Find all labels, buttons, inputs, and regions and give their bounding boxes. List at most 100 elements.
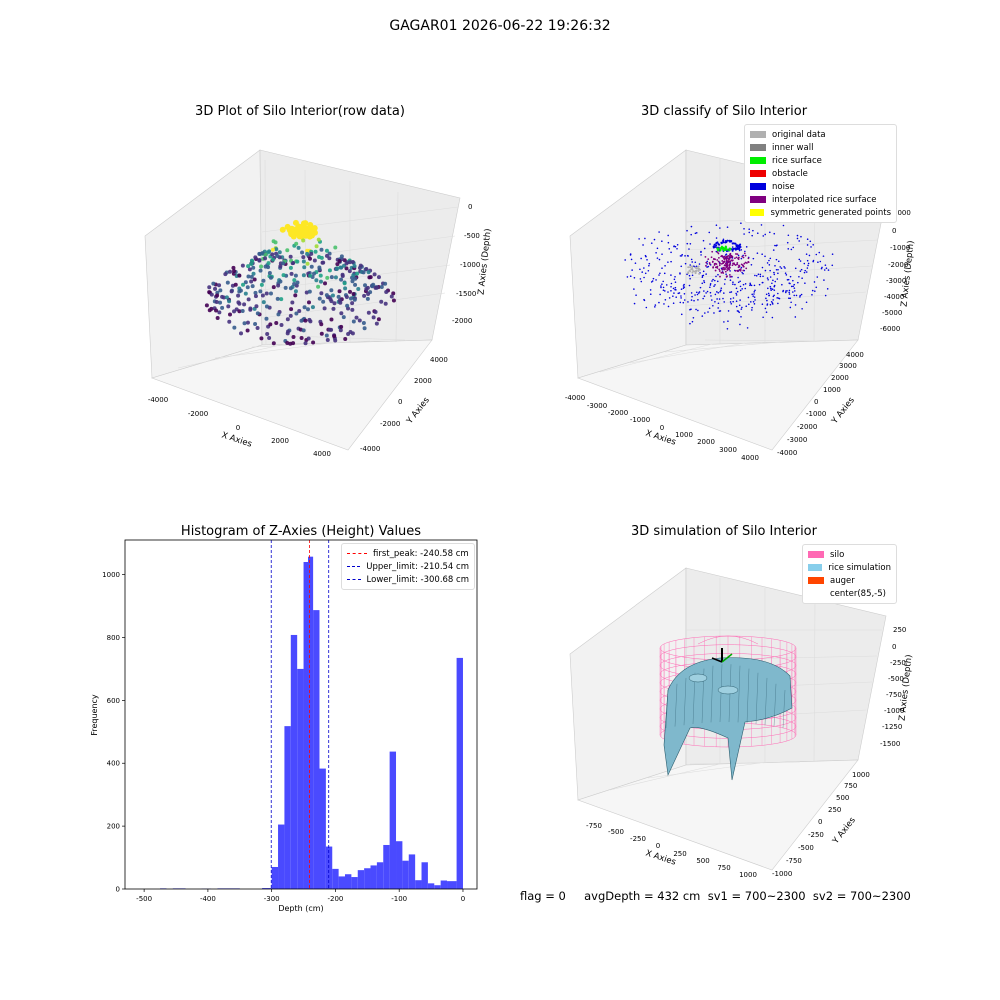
noise-point: [664, 290, 666, 292]
scatter-point: [285, 331, 290, 336]
interpolated-point: [724, 262, 727, 265]
original-point: [691, 267, 694, 270]
noise-point: [748, 303, 750, 306]
scatter-point: [317, 255, 322, 260]
noise-point: [702, 270, 705, 273]
noise-point: [720, 287, 723, 290]
rice-mesh-line: [710, 665, 714, 723]
original-point: [687, 271, 690, 274]
legend-item-silo: silo: [808, 548, 891, 561]
noise-point: [738, 304, 741, 307]
scatter-point: [211, 281, 216, 286]
noise-point: [740, 257, 743, 260]
panel4-ztick: 0: [892, 643, 896, 651]
interpolated-point: [733, 262, 735, 265]
interpolated-point: [736, 263, 738, 266]
interpolated-point: [711, 250, 714, 253]
scatter-point: [376, 275, 381, 280]
noise-point: [722, 238, 725, 241]
noise-point: [673, 245, 675, 248]
scatter-point: [305, 248, 310, 253]
noise-point: [788, 291, 790, 294]
interpolated-point: [723, 255, 726, 258]
panel1-axes: [144, 149, 461, 451]
original-point: [691, 271, 694, 274]
panel4-ytick: 750: [844, 782, 857, 790]
noise-point: [746, 327, 749, 329]
noise-point: [717, 291, 720, 294]
auger-hole: [717, 685, 739, 695]
interpolated-point: [714, 262, 717, 265]
interpolated-point: [722, 267, 724, 270]
noise-point: [702, 297, 704, 300]
noise-point: [715, 244, 718, 247]
noise-point: [656, 247, 659, 250]
noise-point: [813, 281, 816, 283]
panel1-ztick: -1500: [456, 290, 476, 298]
noise-point: [739, 289, 742, 292]
scatter-point: [278, 264, 283, 269]
scatter-point: [261, 278, 266, 283]
panel2-ztick: -2000: [888, 261, 908, 269]
noise-point: [735, 305, 738, 308]
scatter-point: [247, 267, 252, 272]
noise-point: [626, 276, 629, 278]
noise-point: [804, 282, 806, 284]
interpolated-point: [741, 255, 744, 258]
noise-point: [704, 312, 706, 314]
scatter-point: [224, 295, 229, 300]
interpolated-point: [722, 260, 725, 263]
scatter-point: [362, 293, 367, 298]
noise-point: [729, 298, 732, 300]
noise-point: [775, 258, 778, 261]
interpolated-point: [744, 254, 747, 257]
noise-point: [652, 277, 655, 280]
noise-point: [799, 270, 802, 272]
histogram-bar: [332, 868, 339, 889]
panel4-title: 3D simulation of Silo Interior: [631, 524, 817, 539]
interpolated-point: [726, 269, 729, 272]
noise-point: [664, 264, 666, 267]
interpolated-point: [747, 257, 750, 260]
noise-point: [695, 291, 698, 294]
noise-point: [654, 306, 656, 308]
noise-point: [824, 294, 827, 297]
noise-point: [790, 285, 793, 288]
scatter-point: [322, 306, 327, 311]
noise-point: [667, 241, 670, 244]
noise-point: [767, 278, 769, 281]
noise-point: [701, 315, 704, 317]
noise-point: [690, 308, 692, 310]
noise-point: [769, 285, 772, 288]
noise-point: [765, 293, 768, 296]
panel1-xtick: 4000: [313, 450, 331, 458]
panel1-xlabel: X Axies: [220, 430, 253, 449]
panel1-ytick: -2000: [380, 420, 400, 428]
interpolated-point: [716, 251, 719, 253]
noise-point: [700, 250, 702, 253]
scatter-point: [312, 258, 317, 263]
noise-point: [762, 235, 765, 237]
noise-point: [670, 282, 673, 285]
noise-point: [753, 296, 756, 298]
scatter-point: [299, 318, 304, 323]
noise-point: [678, 292, 681, 294]
interpolated-point: [717, 257, 720, 259]
noise-point: [703, 295, 706, 297]
interpolated-point: [714, 269, 717, 272]
scatter-point: [226, 304, 231, 309]
noise-point: [774, 280, 777, 283]
scatter-point: [213, 286, 218, 291]
noise-point: [750, 263, 753, 266]
scatter-point: [332, 334, 337, 339]
panel2-ytick: 4000: [846, 351, 864, 359]
noise-point: [796, 234, 799, 237]
noise-point: [765, 311, 768, 313]
noise-point: [731, 246, 734, 248]
interpolated-point: [728, 274, 731, 276]
legend-item-noise: noise: [750, 180, 891, 193]
panel1-grid: [177, 159, 459, 369]
scatter-point: [218, 288, 223, 293]
noise-point: [712, 245, 715, 248]
scatter-point: [347, 269, 352, 274]
